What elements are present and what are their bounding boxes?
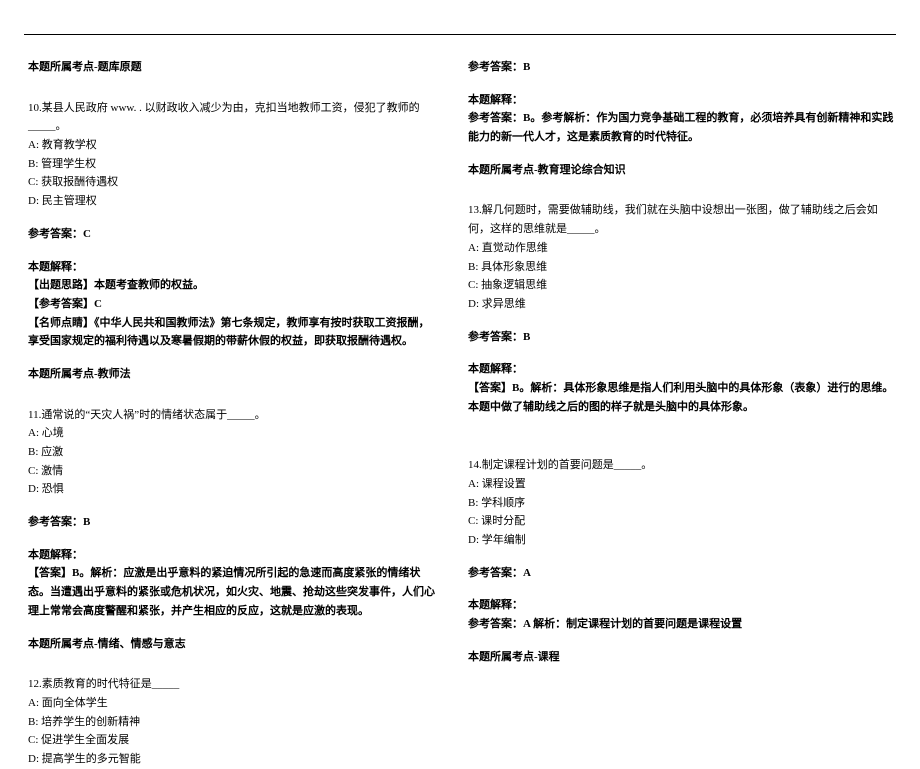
explanation-text: 参考答案：A 解析：制定课程计划的首要问题是课程设置 (468, 615, 896, 634)
explanation-text: 【答案】B。解析：具体形象思维是指人们利用头脑中的具体形象（表象）进行的思维。本… (468, 379, 896, 416)
explanation-label: 本题解释： (28, 546, 438, 565)
option-a: A: 直觉动作思维 (468, 239, 896, 258)
right-column: 参考答案：B 本题解释： 参考答案：B。参考解析：作为国力竞争基础工程的教育，必… (462, 58, 896, 769)
explanation-line: 【名师点睛】《中华人民共和国教师法》第七条规定，教师享有按时获取工资报酬，享受国… (28, 314, 438, 351)
explanation-label: 本题解释： (28, 258, 438, 277)
question-stem: 10.某县人民政府 www. . 以财政收入减少为由，克扣当地教师工资，侵犯了教… (28, 99, 438, 136)
option-c: C: 课时分配 (468, 512, 896, 531)
option-b: B: 管理学生权 (28, 155, 438, 174)
question-14: 14.制定课程计划的首要问题是_____。 A: 课程设置 B: 学科顺序 C:… (468, 456, 896, 549)
explanation-block: 本题解释： 参考答案：B。参考解析：作为国力竞争基础工程的教育，必须培养具有创新… (468, 91, 896, 147)
explanation-label: 本题解释： (468, 596, 896, 615)
left-column: 本题所属考点-题库原题 10.某县人民政府 www. . 以财政收入减少为由，克… (28, 58, 462, 769)
answer-label: 参考答案：A (468, 564, 896, 583)
option-b: B: 应激 (28, 443, 438, 462)
question-12: 12.素质教育的时代特征是_____ A: 面向全体学生 B: 培养学生的创新精… (28, 675, 438, 768)
spacer (468, 438, 896, 456)
explanation-label: 本题解释： (468, 360, 896, 379)
question-stem: 11.通常说的“天灾人祸”时的情绪状态属于_____。 (28, 406, 438, 425)
two-column-layout: 本题所属考点-题库原题 10.某县人民政府 www. . 以财政收入减少为由，克… (28, 58, 896, 769)
explanation-block: 本题解释： 【答案】B。解析：具体形象思维是指人们利用头脑中的具体形象（表象）进… (468, 360, 896, 416)
question-11: 11.通常说的“天灾人祸”时的情绪状态属于_____。 A: 心境 B: 应激 … (28, 406, 438, 499)
option-c: C: 激情 (28, 462, 438, 481)
topic-line: 本题所属考点-情绪、情感与意志 (28, 635, 438, 654)
topic-header: 本题所属考点-题库原题 (28, 58, 438, 77)
option-c: C: 促进学生全面发展 (28, 731, 438, 750)
question-10: 10.某县人民政府 www. . 以财政收入减少为由，克扣当地教师工资，侵犯了教… (28, 99, 438, 211)
explanation-block: 本题解释： 【出题思路】本题考查教师的权益。 【参考答案】C 【名师点睛】《中华… (28, 258, 438, 351)
option-d: D: 民主管理权 (28, 192, 438, 211)
option-d: D: 提高学生的多元智能 (28, 750, 438, 769)
option-b: B: 学科顺序 (468, 494, 896, 513)
option-b: B: 培养学生的创新精神 (28, 713, 438, 732)
question-stem: 12.素质教育的时代特征是_____ (28, 675, 438, 694)
answer-label: 参考答案：B (28, 513, 438, 532)
option-b: B: 具体形象思维 (468, 258, 896, 277)
answer-label: 参考答案：B (468, 328, 896, 347)
explanation-line: 【参考答案】C (28, 295, 438, 314)
option-c: C: 抽象逻辑思维 (468, 276, 896, 295)
option-c: C: 获取报酬待遇权 (28, 173, 438, 192)
question-13: 13.解几何题时，需要做辅助线，我们就在头脑中设想出一张图，做了辅助线之后会如何… (468, 201, 896, 313)
option-d: D: 学年编制 (468, 531, 896, 550)
explanation-text: 参考答案：B。参考解析：作为国力竞争基础工程的教育，必须培养具有创新精神和实践能… (468, 109, 896, 146)
horizontal-rule (24, 34, 896, 35)
topic-line: 本题所属考点-教师法 (28, 365, 438, 384)
explanation-block: 本题解释： 参考答案：A 解析：制定课程计划的首要问题是课程设置 (468, 596, 896, 633)
question-stem: 13.解几何题时，需要做辅助线，我们就在头脑中设想出一张图，做了辅助线之后会如何… (468, 201, 896, 238)
answer-label: 参考答案：C (28, 225, 438, 244)
explanation-text: 【答案】B。解析：应激是出乎意料的紧迫情况所引起的急速而高度紧张的情绪状态。当遭… (28, 564, 438, 620)
explanation-label: 本题解释： (468, 91, 896, 110)
option-a: A: 面向全体学生 (28, 694, 438, 713)
option-a: A: 课程设置 (468, 475, 896, 494)
question-stem: 14.制定课程计划的首要问题是_____。 (468, 456, 896, 475)
topic-line: 本题所属考点-教育理论综合知识 (468, 161, 896, 180)
option-d: D: 恐惧 (28, 480, 438, 499)
option-a: A: 心境 (28, 424, 438, 443)
option-a: A: 教育教学权 (28, 136, 438, 155)
answer-label: 参考答案：B (468, 58, 896, 77)
explanation-line: 【出题思路】本题考查教师的权益。 (28, 276, 438, 295)
option-d: D: 求异思维 (468, 295, 896, 314)
explanation-block: 本题解释： 【答案】B。解析：应激是出乎意料的紧迫情况所引起的急速而高度紧张的情… (28, 546, 438, 621)
